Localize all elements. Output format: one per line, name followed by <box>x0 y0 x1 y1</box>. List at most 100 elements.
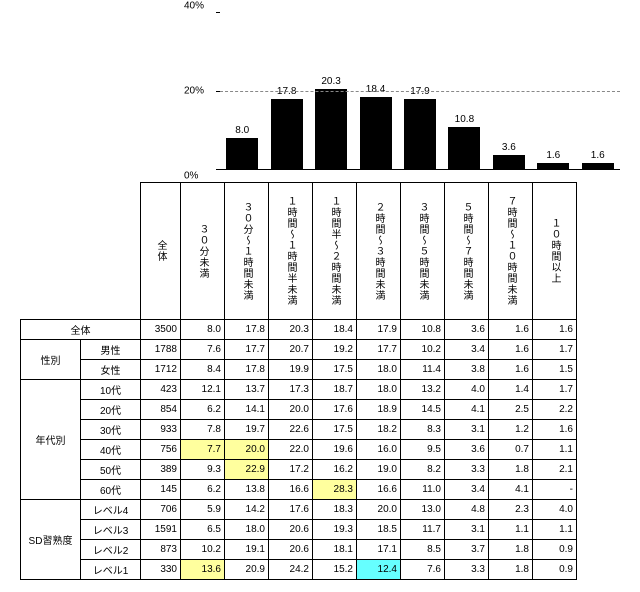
data-cell: 22.6 <box>269 420 313 440</box>
row-label: レベル1 <box>81 560 141 580</box>
data-cell: 13.2 <box>401 380 445 400</box>
data-cell: 17.7 <box>225 340 269 360</box>
data-cell: 18.4 <box>313 320 357 340</box>
data-cell: 1.8 <box>489 560 533 580</box>
data-cell: 1.6 <box>533 420 577 440</box>
col-header: １時間〜１時間半未満 <box>269 183 313 320</box>
data-cell: 19.9 <box>269 360 313 380</box>
data-cell: 16.0 <box>357 440 401 460</box>
data-cell: 17.6 <box>313 400 357 420</box>
cell-n: 3500 <box>141 320 181 340</box>
data-cell: 1.1 <box>533 440 577 460</box>
bar <box>271 99 303 169</box>
bar <box>360 97 392 169</box>
data-cell: 2.2 <box>533 400 577 420</box>
blank-corner <box>21 183 141 320</box>
data-cell: 6.2 <box>181 480 225 500</box>
data-cell: 3.6 <box>445 440 489 460</box>
data-cell: 18.0 <box>357 380 401 400</box>
data-cell: 1.4 <box>489 380 533 400</box>
cell-n: 1591 <box>141 520 181 540</box>
data-cell: 11.7 <box>401 520 445 540</box>
cell-n: 423 <box>141 380 181 400</box>
data-cell: 16.2 <box>313 460 357 480</box>
bar-value-label: 17.8 <box>277 86 296 97</box>
data-cell: 4.0 <box>533 500 577 520</box>
col-header-n: 全体 <box>141 183 181 320</box>
data-cell: 20.6 <box>269 520 313 540</box>
col-header: １０時間以上 <box>533 183 577 320</box>
data-cell: 24.2 <box>269 560 313 580</box>
cell-n: 1712 <box>141 360 181 380</box>
data-cell: 9.3 <box>181 460 225 480</box>
row-label: 30代 <box>81 420 141 440</box>
plot-area: 8.017.820.318.417.910.83.61.61.6 <box>220 12 620 170</box>
grid-line <box>220 91 620 92</box>
data-cell: 19.3 <box>313 520 357 540</box>
bar <box>582 163 614 169</box>
data-cell: 16.6 <box>269 480 313 500</box>
cell-n: 1788 <box>141 340 181 360</box>
bar-value-label: 1.6 <box>591 150 605 161</box>
group-header: SD習熟度 <box>21 500 81 580</box>
data-cell: 17.8 <box>225 360 269 380</box>
y-axis: 0%20%40% <box>180 12 220 182</box>
bar-value-label: 3.6 <box>502 142 516 153</box>
data-cell: 22.0 <box>269 440 313 460</box>
row-label: 男性 <box>81 340 141 360</box>
data-cell: 10.2 <box>181 540 225 560</box>
data-cell: 20.9 <box>225 560 269 580</box>
group-header: 性別 <box>21 340 81 380</box>
data-cell: 4.1 <box>445 400 489 420</box>
data-cell: 4.0 <box>445 380 489 400</box>
data-cell: 17.5 <box>313 420 357 440</box>
data-cell: 2.3 <box>489 500 533 520</box>
bar <box>537 163 569 169</box>
data-cell: 18.0 <box>357 360 401 380</box>
data-cell: 8.5 <box>401 540 445 560</box>
data-cell: 3.4 <box>445 340 489 360</box>
col-header: ７時間〜１０時間未満 <box>489 183 533 320</box>
col-header: １時間半〜２時間未満 <box>313 183 357 320</box>
data-cell: 20.6 <box>269 540 313 560</box>
cell-n: 389 <box>141 460 181 480</box>
y-tick-label: 40% <box>184 1 204 12</box>
bar-chart: 0%20%40% 8.017.820.318.417.910.83.61.61.… <box>180 12 620 182</box>
cell-n: 756 <box>141 440 181 460</box>
cell-n: 145 <box>141 480 181 500</box>
data-cell: 17.3 <box>269 380 313 400</box>
data-cell: 1.8 <box>489 460 533 480</box>
row-label-total: 全体 <box>21 320 141 340</box>
data-cell: 2.5 <box>489 400 533 420</box>
data-cell: 7.8 <box>181 420 225 440</box>
y-tick-label: 0% <box>184 171 198 182</box>
data-cell: 15.2 <box>313 560 357 580</box>
data-cell: 19.2 <box>313 340 357 360</box>
bar-value-label: 20.3 <box>321 76 340 87</box>
data-cell: 18.9 <box>357 400 401 420</box>
data-cell: 28.3 <box>313 480 357 500</box>
row-label: 10代 <box>81 380 141 400</box>
data-cell: 17.9 <box>357 320 401 340</box>
data-cell: 1.5 <box>533 360 577 380</box>
row-label: レベル4 <box>81 500 141 520</box>
data-cell: 3.3 <box>445 560 489 580</box>
data-cell: 19.7 <box>225 420 269 440</box>
bar <box>404 99 436 169</box>
row-label: レベル2 <box>81 540 141 560</box>
data-cell: 1.7 <box>533 380 577 400</box>
bar-value-label: 1.6 <box>546 150 560 161</box>
group-header: 年代別 <box>21 380 81 500</box>
bar <box>493 155 525 169</box>
data-cell: 8.2 <box>401 460 445 480</box>
col-header: ３０分未満 <box>181 183 225 320</box>
data-cell: 1.1 <box>533 520 577 540</box>
data-cell: 0.9 <box>533 540 577 560</box>
data-cell: 0.7 <box>489 440 533 460</box>
cell-n: 854 <box>141 400 181 420</box>
data-cell: 3.4 <box>445 480 489 500</box>
crosstab-table: 全体３０分未満３０分〜１時間未満１時間〜１時間半未満１時間半〜２時間未満２時間〜… <box>20 182 577 580</box>
data-cell: 1.2 <box>489 420 533 440</box>
bar-value-label: 18.4 <box>366 84 385 95</box>
data-cell: 18.7 <box>313 380 357 400</box>
